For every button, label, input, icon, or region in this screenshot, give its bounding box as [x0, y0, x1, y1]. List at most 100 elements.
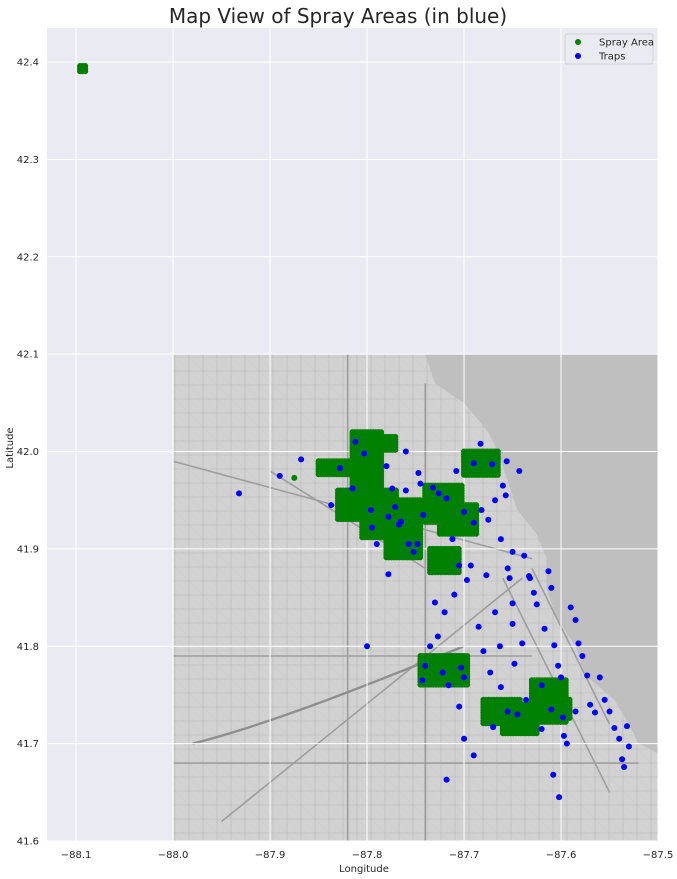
x-tick-label: −88.0: [158, 850, 189, 861]
trap-point: [489, 461, 496, 468]
trap-point: [572, 708, 579, 715]
trap-point: [410, 548, 417, 555]
spray-point: [82, 68, 89, 75]
trap-point: [392, 504, 399, 511]
trap-point: [509, 548, 516, 555]
trap-point: [623, 723, 630, 730]
trap-point: [361, 450, 368, 457]
trap-point: [402, 448, 409, 455]
x-axis-label: Longitude: [339, 864, 389, 875]
spray-point: [373, 526, 380, 533]
trap-point: [336, 465, 343, 472]
chart-title: Map View of Spray Areas (in blue): [169, 4, 507, 28]
trap-point: [349, 485, 356, 492]
trap-point: [601, 696, 608, 703]
x-tick-label: −88.1: [61, 850, 92, 861]
trap-point: [560, 732, 567, 739]
trap-point: [276, 472, 283, 479]
y-tick-label: 42.3: [17, 155, 39, 166]
trap-point: [478, 506, 485, 513]
trap-point: [548, 584, 555, 591]
trap-point: [439, 669, 446, 676]
trap-point: [519, 640, 526, 647]
trap-point: [475, 623, 482, 630]
trap-point: [463, 577, 470, 584]
trap-point: [417, 480, 424, 487]
trap-point: [516, 468, 523, 475]
trap-point: [521, 552, 528, 559]
trap-point: [541, 625, 548, 632]
trap-point: [496, 643, 503, 650]
trap-point: [621, 764, 628, 771]
trap-point: [490, 724, 497, 731]
trap-point: [503, 458, 510, 465]
spray-point: [473, 530, 480, 537]
trap-point: [383, 463, 390, 470]
trap-point: [443, 776, 450, 783]
x-tick-label: −87.8: [352, 850, 383, 861]
trap-point: [619, 756, 626, 763]
trap-point: [497, 536, 504, 543]
trap-point: [451, 591, 458, 598]
trap-point: [538, 682, 545, 689]
trap-point: [509, 600, 516, 607]
y-tick-label: 42.2: [17, 252, 39, 263]
trap-point: [548, 706, 555, 713]
trap-point: [461, 508, 468, 515]
y-tick-label: 42.0: [17, 447, 39, 458]
trap-point: [502, 492, 509, 499]
spray-point: [464, 681, 471, 688]
trap-point: [298, 456, 305, 463]
trap-point: [483, 572, 490, 579]
trap-point: [550, 771, 557, 778]
trap-point: [558, 674, 565, 681]
trap-point: [415, 469, 422, 476]
y-tick-label: 42.1: [17, 350, 39, 361]
trap-point: [422, 662, 429, 669]
trap-point: [606, 708, 613, 715]
x-tick-label: −87.6: [546, 850, 577, 861]
trap-point: [373, 541, 380, 548]
map-road: [221, 577, 523, 823]
trap-point: [497, 684, 504, 691]
legend-label-traps: Traps: [598, 52, 625, 63]
trap-point: [587, 701, 594, 708]
trap-point: [487, 669, 494, 676]
legend-label-spray-area: Spray Area: [599, 38, 654, 49]
trap-point: [625, 743, 632, 750]
trap-point: [435, 490, 442, 497]
trap-point: [556, 794, 563, 801]
trap-point: [504, 565, 511, 572]
trap-point: [385, 571, 392, 578]
trap-point: [385, 513, 392, 520]
spray-point: [455, 569, 462, 576]
trap-point: [584, 672, 591, 679]
y-tick-label: 41.7: [17, 739, 39, 750]
spray-point: [533, 730, 540, 737]
y-tick-label: 41.9: [17, 544, 39, 555]
trap-point: [397, 518, 404, 525]
trap-point: [367, 506, 374, 513]
trap-point: [467, 562, 474, 569]
y-tick-label: 41.8: [17, 642, 39, 653]
trap-point: [492, 609, 499, 616]
trap-point: [427, 643, 434, 650]
trap-point: [364, 643, 371, 650]
x-axis-ticks: −88.1 −88.0 −87.9 −87.8 −87.7 −87.6 −87.5: [61, 850, 674, 861]
trap-point: [328, 502, 335, 509]
trap-point: [352, 438, 359, 445]
x-tick-label: −87.7: [449, 850, 480, 861]
trap-point: [456, 703, 463, 710]
trap-point: [485, 516, 492, 523]
trap-point: [470, 519, 477, 526]
trap-point: [509, 620, 516, 627]
trap-point: [434, 633, 441, 640]
trap-point: [511, 660, 518, 667]
x-tick-label: −87.5: [643, 850, 674, 861]
trap-point: [523, 696, 530, 703]
trap-point: [420, 511, 427, 518]
trap-point: [555, 662, 562, 669]
trap-point: [477, 440, 484, 447]
trap-point: [461, 735, 468, 742]
trap-point: [236, 490, 243, 497]
